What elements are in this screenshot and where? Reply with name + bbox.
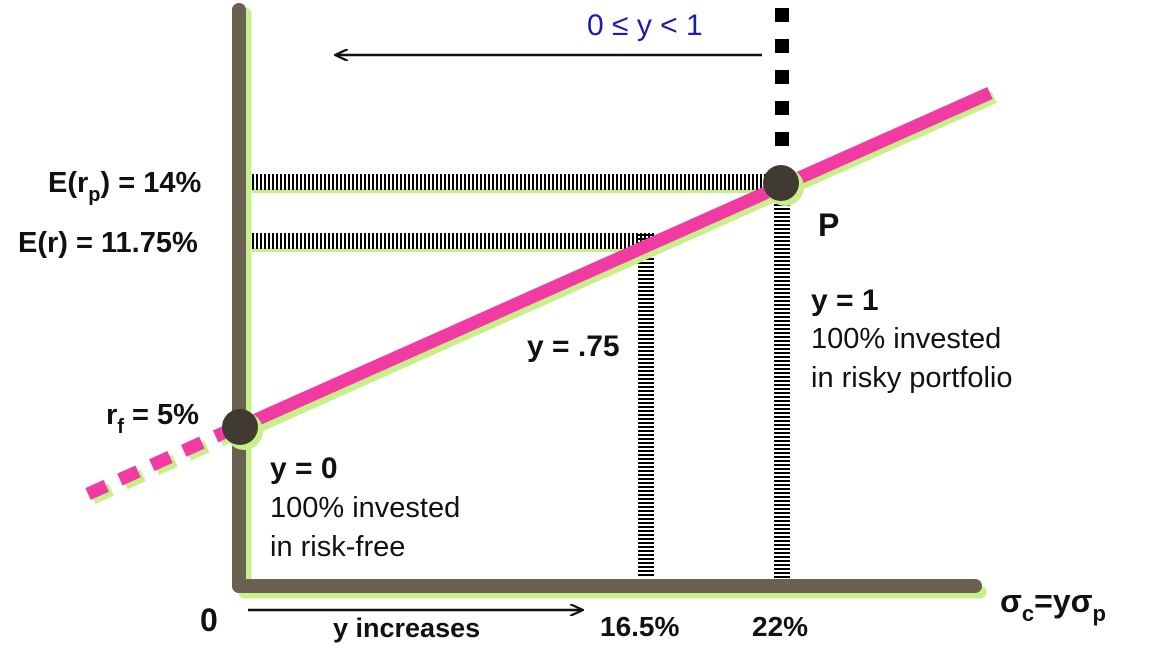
y1-desc-line2: in risky portfolio [811, 362, 1012, 394]
y0-label: y = 0 [270, 452, 338, 485]
erp-label: E(rp) = 14% [48, 167, 201, 206]
point-rf [222, 409, 263, 450]
rf-label: rf = 5% [106, 399, 199, 438]
point-p-label: P [818, 207, 839, 243]
y1-label: y = 1 [811, 284, 879, 317]
cal-line [237, 87, 993, 433]
x-tick-165: 16.5% [600, 611, 679, 642]
y0-desc-line2: in risk-free [270, 531, 405, 563]
er-label: E(r) = 11.75% [18, 227, 198, 259]
range-label: 0 ≤ y < 1 [587, 9, 703, 42]
guide-er [252, 233, 656, 252]
axes [232, 3, 982, 593]
y0-desc-line1: 100% invested [270, 492, 460, 524]
point-p [763, 165, 804, 206]
guide-erp [252, 174, 780, 193]
origin-label: 0 [200, 602, 218, 638]
x-axis-label: σc=yσp [1000, 583, 1106, 626]
x-tick-22: 22% [752, 611, 808, 642]
y1-desc-line1: 100% invested [811, 323, 1001, 355]
y-increases-label: y increases [333, 613, 480, 643]
y075-label: y = .75 [527, 330, 620, 363]
cal-line-extension [85, 423, 235, 500]
